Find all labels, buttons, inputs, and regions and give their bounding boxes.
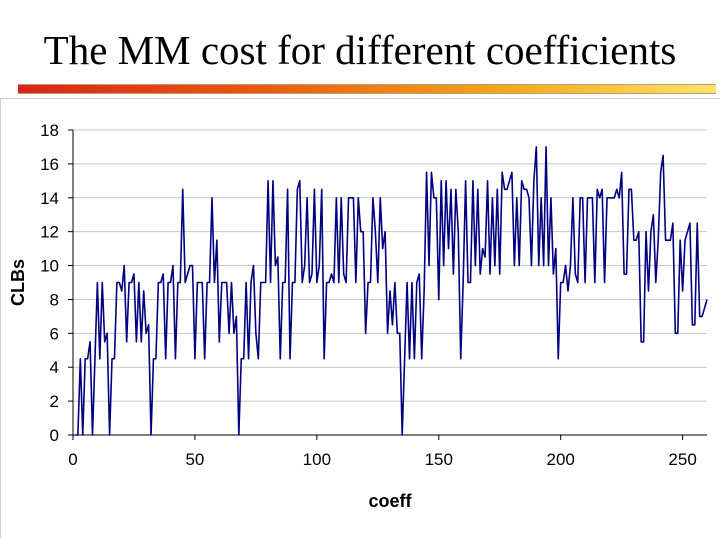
y-tick-label: 16 — [40, 155, 59, 174]
x-tick-label: 50 — [185, 450, 204, 469]
y-tick-label: 18 — [40, 121, 59, 140]
y-axis-title: CLBs — [8, 259, 28, 306]
x-tick-label: 100 — [303, 450, 331, 469]
y-tick-label: 14 — [40, 189, 59, 208]
axes — [68, 129, 707, 440]
title-divider — [18, 84, 716, 94]
series-layer — [75, 146, 708, 436]
x-tick-label: 250 — [668, 450, 696, 469]
series-line — [75, 146, 708, 436]
y-tick-label: 8 — [50, 290, 59, 309]
x-tick-label: 150 — [425, 450, 453, 469]
x-tick-label: 200 — [547, 450, 575, 469]
y-tick-label: 12 — [40, 223, 59, 242]
y-tick-label: 4 — [50, 358, 59, 377]
x-axis-title: coeff — [368, 491, 412, 511]
y-tick-label: 10 — [40, 257, 59, 276]
x-tick-label: 0 — [68, 450, 77, 469]
y-tick-label: 2 — [50, 392, 59, 411]
chart-frame — [0, 98, 720, 538]
y-tick-label: 6 — [50, 324, 59, 343]
tick-labels: 0 2 4 6 8 10 12 14 16 18 0 50 100 150 200 250 — [40, 121, 697, 469]
slide-title: The MM cost for different coefficients — [43, 27, 677, 73]
y-tick-label: 0 — [50, 426, 59, 445]
